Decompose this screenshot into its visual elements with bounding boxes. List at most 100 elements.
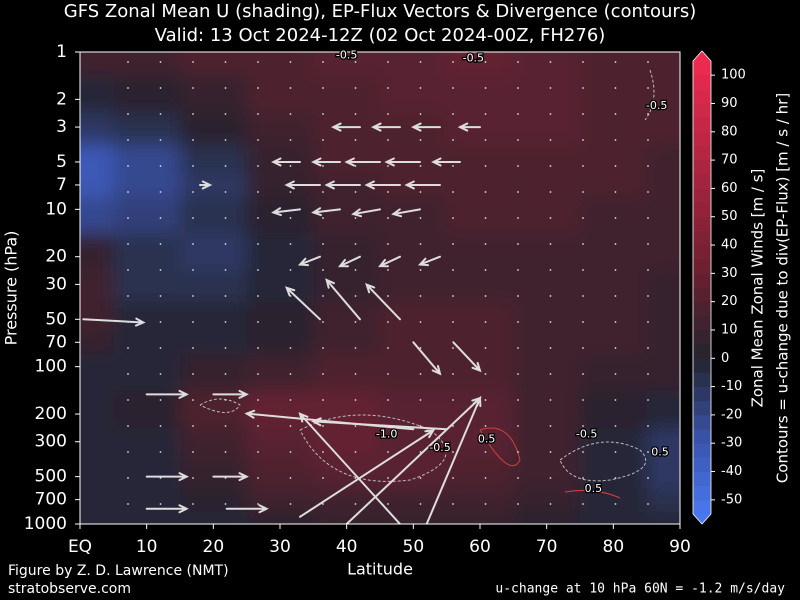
vector-dot	[257, 243, 259, 245]
vector-dot	[549, 321, 552, 323]
field-cell	[80, 354, 114, 391]
website: stratobserve.com	[8, 581, 131, 597]
vector-dot	[582, 191, 584, 193]
vector-dot	[517, 425, 519, 427]
colorbar-segment	[693, 443, 711, 458]
vector-dot	[647, 295, 649, 297]
vector-dot	[419, 269, 422, 271]
vector-dot	[192, 165, 194, 167]
vector-dot	[127, 113, 129, 115]
colorbar-segment	[693, 230, 711, 246]
colorbar-tick-label: -50	[721, 492, 742, 507]
vector-dot	[582, 503, 584, 505]
field-cell	[646, 330, 680, 355]
y-tick-label: 1000	[24, 514, 67, 534]
field-cell	[113, 144, 181, 174]
colorbar-segment	[693, 329, 711, 345]
y-tick-label: 100	[35, 357, 67, 377]
vector-dot	[159, 139, 162, 141]
vector-dot	[354, 243, 357, 245]
vector-dot	[614, 399, 617, 401]
colorbar-segment	[693, 344, 711, 359]
field-cell	[580, 197, 648, 234]
x-tick-label: 90	[669, 537, 691, 557]
vector-dot	[647, 269, 649, 271]
vector-dot	[484, 139, 487, 141]
vector-dot	[582, 373, 584, 375]
vector-dot	[549, 477, 552, 479]
vector-dot	[257, 503, 259, 505]
vector-dot	[452, 217, 454, 219]
vector-dot	[354, 61, 357, 63]
vector-dot	[419, 399, 422, 401]
vector-arrow	[271, 207, 301, 217]
vector-dot	[614, 139, 617, 141]
field-cell	[180, 113, 248, 146]
vector-dot	[582, 269, 584, 271]
vector-dot	[614, 269, 617, 271]
vector-dot	[517, 165, 519, 167]
vector-dot	[647, 399, 649, 401]
vector-dot	[257, 451, 259, 453]
vector-dot	[354, 503, 357, 505]
y-tick-label: 200	[35, 404, 67, 424]
vector-dot	[647, 61, 649, 63]
vector-dot	[224, 347, 227, 349]
field-cell	[580, 173, 648, 198]
vector-dot	[192, 139, 194, 141]
vector-dot	[517, 503, 519, 505]
vector-dot	[159, 295, 162, 297]
vector-dot	[322, 243, 324, 245]
field-cell	[80, 197, 114, 234]
vector-dot	[582, 347, 584, 349]
field-cell	[313, 233, 381, 272]
vector-dot	[354, 113, 357, 115]
field-cell	[113, 427, 181, 460]
vector-dot	[582, 61, 584, 63]
field-cell	[580, 301, 648, 332]
field-cell	[513, 427, 581, 460]
vector-dot	[452, 503, 454, 505]
vector-dot	[647, 87, 649, 89]
vector-dot	[159, 269, 162, 271]
field-cell	[646, 270, 680, 303]
vector-dot	[614, 347, 617, 349]
vector-arrow	[311, 417, 448, 431]
vector-dot	[387, 477, 389, 479]
colorbar-segment	[693, 75, 711, 90]
vector-dot	[159, 87, 162, 89]
vector-dot	[614, 503, 617, 505]
field-cell	[113, 173, 181, 198]
vector-arrow	[417, 255, 441, 267]
field-cell	[246, 113, 314, 146]
vector-dot	[484, 217, 487, 219]
field-cell	[180, 144, 248, 174]
vector-arrow	[212, 389, 249, 399]
colorbar-segment	[693, 245, 711, 260]
field-cell	[646, 52, 680, 77]
vector-dot	[549, 347, 552, 349]
y-axis-label: Pressure (hPa)	[2, 231, 21, 346]
vector-dot	[224, 217, 227, 219]
vector-dot	[289, 139, 292, 141]
vector-dot	[159, 61, 162, 63]
field-cell	[446, 173, 514, 198]
field-cell	[580, 330, 648, 355]
vector-dot	[549, 191, 552, 193]
vector-dot	[322, 217, 324, 219]
vector-dot	[354, 191, 357, 193]
vector-dot	[224, 321, 227, 323]
colorbar-segment	[693, 188, 711, 203]
colorbar-segment	[693, 400, 711, 416]
field-cell	[113, 270, 181, 303]
vector-dot	[224, 243, 227, 245]
vector-dot	[224, 87, 227, 89]
field-cell	[80, 301, 114, 332]
vector-dot	[517, 295, 519, 297]
vector-dot	[517, 87, 519, 89]
field-cell	[513, 354, 581, 391]
vector-dot	[484, 373, 487, 375]
vector-dot	[419, 113, 422, 115]
vector-dot	[224, 165, 227, 167]
field-cell	[446, 390, 514, 429]
